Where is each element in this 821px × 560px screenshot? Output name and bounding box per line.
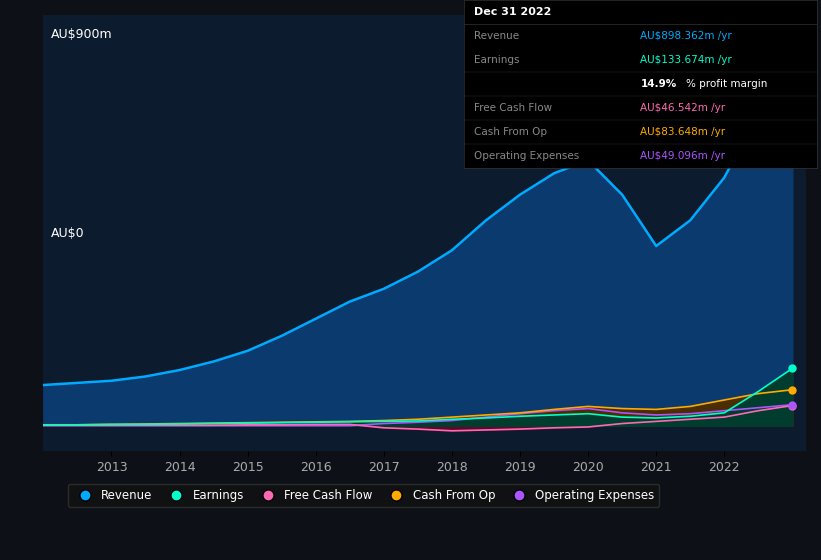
Text: AU$0: AU$0 [51, 227, 85, 240]
Text: AU$46.542m /yr: AU$46.542m /yr [640, 103, 726, 113]
Text: AU$900m: AU$900m [51, 28, 112, 41]
Text: Earnings: Earnings [475, 55, 520, 65]
Text: AU$133.674m /yr: AU$133.674m /yr [640, 55, 732, 65]
Text: Dec 31 2022: Dec 31 2022 [475, 7, 552, 17]
Text: Cash From Op: Cash From Op [475, 127, 548, 137]
Text: Revenue: Revenue [475, 31, 520, 41]
Text: AU$49.096m /yr: AU$49.096m /yr [640, 151, 726, 161]
Text: % profit margin: % profit margin [686, 79, 768, 89]
Text: Free Cash Flow: Free Cash Flow [475, 103, 553, 113]
Text: AU$898.362m /yr: AU$898.362m /yr [640, 31, 732, 41]
Text: AU$83.648m /yr: AU$83.648m /yr [640, 127, 726, 137]
Legend: Revenue, Earnings, Free Cash Flow, Cash From Op, Operating Expenses: Revenue, Earnings, Free Cash Flow, Cash … [68, 484, 659, 506]
Text: 14.9%: 14.9% [640, 79, 677, 89]
Text: Operating Expenses: Operating Expenses [475, 151, 580, 161]
